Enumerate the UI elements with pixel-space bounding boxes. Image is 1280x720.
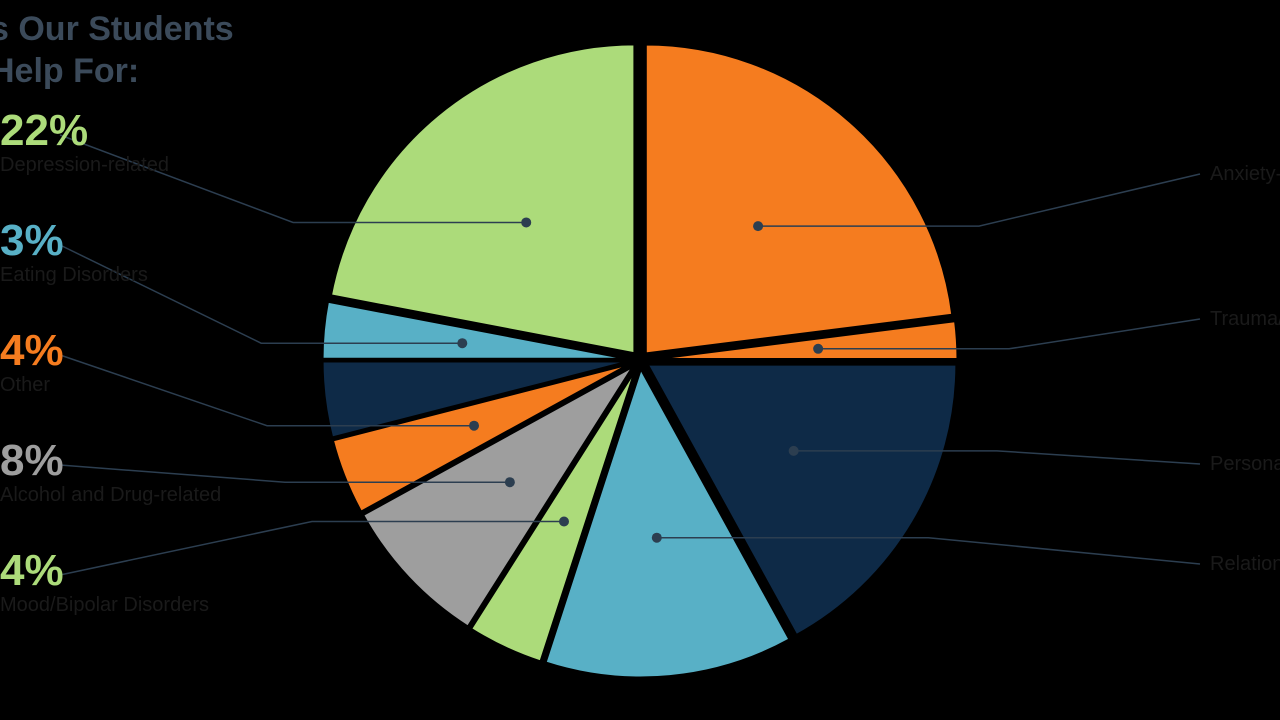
legend-percent: 8% [0, 436, 64, 485]
legend-label: Anxiety-related [1210, 163, 1280, 185]
legend-label: Mood/Bipolar Disorders [0, 594, 209, 616]
legend-percent: 3% [0, 216, 64, 265]
legend-label: Alcohol and Drug-related [0, 484, 221, 506]
pie-slice [330, 44, 635, 354]
legend-percent: 4% [0, 326, 64, 375]
svg-text:Help For:: Help For: [0, 52, 139, 90]
legend-percent: 4% [0, 546, 64, 595]
legend-label: Eating Disorders [0, 264, 148, 286]
right-legend: Anxiety-related Trauma/Abuse Personal Relat… [1210, 163, 1280, 575]
legend-label: Relationship [1210, 553, 1280, 575]
pie [322, 44, 958, 678]
chart-title: s Our Students Help For: [0, 10, 234, 90]
legend-percent: 22% [0, 106, 88, 155]
legend-label: Depression-related [0, 154, 169, 176]
legend-label: Trauma/Abuse [1210, 308, 1280, 330]
svg-text:s Our Students: s Our Students [0, 10, 234, 48]
pie-slice [645, 44, 953, 354]
legend-label: Other [0, 374, 50, 396]
student-issues-pie-chart: s Our Students Help For: 22%Depression-rel… [0, 0, 1280, 720]
legend-label: Personal [1210, 453, 1280, 475]
